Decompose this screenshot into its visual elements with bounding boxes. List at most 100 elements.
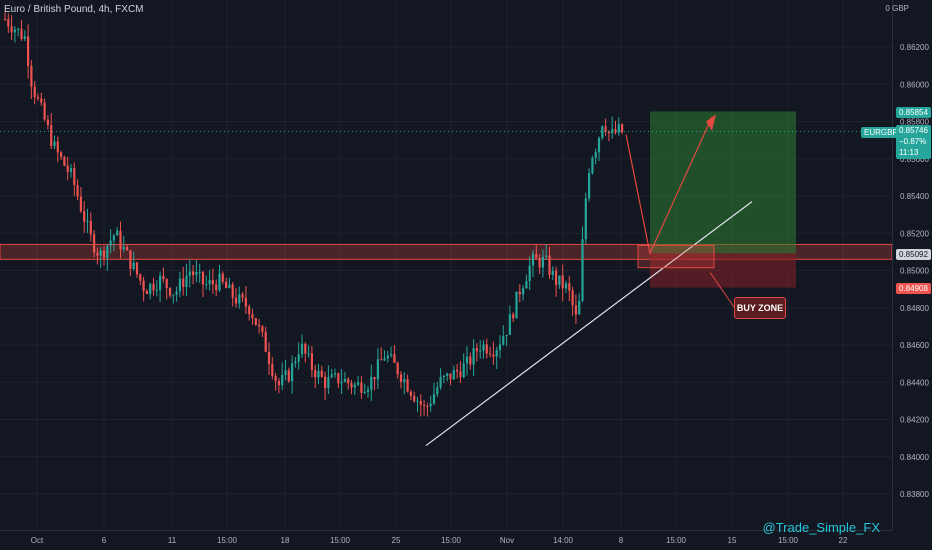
candle-body bbox=[40, 98, 43, 103]
candle-body bbox=[574, 305, 577, 315]
trendline[interactable] bbox=[425, 201, 753, 447]
candle-body bbox=[459, 371, 462, 378]
candle-body bbox=[66, 165, 69, 172]
candle-body bbox=[508, 314, 511, 335]
candle-body bbox=[264, 331, 267, 352]
candle-body bbox=[350, 383, 353, 388]
candle-body bbox=[442, 376, 445, 378]
candle-body bbox=[142, 280, 145, 292]
candle-body bbox=[172, 294, 175, 296]
price-tick-label: 0.85000 bbox=[900, 267, 929, 276]
candle-body bbox=[320, 370, 323, 377]
candle-body bbox=[515, 291, 518, 319]
time-tick-label: 18 bbox=[281, 536, 290, 545]
watermark: @Trade_Simple_FX bbox=[762, 520, 880, 535]
candle-body bbox=[525, 281, 528, 289]
candle-body bbox=[591, 157, 594, 174]
candle-body bbox=[50, 125, 53, 146]
time-tick-label: 8 bbox=[619, 536, 624, 545]
candle-body bbox=[261, 326, 264, 332]
candle-body bbox=[116, 230, 119, 236]
projection-arrow[interactable] bbox=[625, 116, 713, 256]
candle-body bbox=[79, 196, 82, 212]
time-tick-label: 15:00 bbox=[217, 536, 238, 545]
time-tick-label: Nov bbox=[500, 536, 514, 545]
candle-body bbox=[294, 361, 297, 364]
candle-body bbox=[291, 363, 294, 382]
candle-body bbox=[588, 173, 591, 199]
candle-body bbox=[617, 124, 620, 133]
candle-body bbox=[129, 250, 132, 269]
candle-body bbox=[413, 395, 416, 402]
candle-body bbox=[7, 19, 10, 27]
candle-body bbox=[558, 275, 561, 285]
candle-body bbox=[386, 355, 389, 359]
candle-body bbox=[469, 356, 472, 365]
price-tick-label: 0.85800 bbox=[900, 118, 929, 127]
candle-body bbox=[310, 353, 313, 370]
candle-body bbox=[462, 363, 465, 378]
price-tick-label: 0.86000 bbox=[900, 80, 929, 89]
candle-body bbox=[208, 280, 211, 285]
candle-body bbox=[472, 348, 475, 365]
candle-body bbox=[621, 124, 624, 133]
candle-body bbox=[482, 344, 485, 351]
candle-body bbox=[162, 275, 165, 280]
candle-body bbox=[426, 406, 429, 408]
symbol-tag: EURGBP bbox=[861, 127, 901, 138]
candle-body bbox=[330, 374, 333, 378]
candle-body bbox=[119, 230, 122, 250]
candle-body bbox=[406, 379, 409, 392]
price-tick-label: 0.84000 bbox=[900, 453, 929, 462]
currency-label[interactable]: 0 GBP bbox=[885, 4, 909, 13]
bar-countdown: 11:13 bbox=[899, 148, 919, 157]
candle-body bbox=[324, 376, 327, 389]
time-tick-label: 15 bbox=[728, 536, 737, 545]
price-tick-label: 0.86200 bbox=[900, 43, 929, 52]
candle-body bbox=[446, 373, 449, 377]
candle-body bbox=[277, 381, 280, 386]
candle-body bbox=[284, 370, 287, 375]
candle-body bbox=[155, 290, 158, 292]
candle-body bbox=[69, 168, 73, 172]
candle-body bbox=[528, 265, 531, 282]
candle-body bbox=[538, 258, 541, 268]
candle-body bbox=[83, 211, 86, 222]
candle-body bbox=[122, 246, 125, 250]
candle-body bbox=[20, 28, 23, 39]
candle-body bbox=[502, 336, 505, 345]
candle-body bbox=[132, 262, 135, 269]
candle-body bbox=[102, 250, 106, 258]
candle-body bbox=[314, 369, 317, 378]
candle-body bbox=[370, 376, 373, 390]
candle-body bbox=[159, 275, 162, 291]
candle-body bbox=[27, 36, 30, 66]
candle-body bbox=[327, 377, 330, 389]
symbol-header[interactable]: Euro / British Pound, 4h, FXCM bbox=[4, 4, 144, 15]
price-tick-label: 0.84200 bbox=[900, 416, 929, 425]
candle-body bbox=[317, 370, 320, 378]
candle-body bbox=[185, 275, 188, 287]
candle-body bbox=[73, 168, 76, 186]
entry-price-tag: 0.85092 bbox=[896, 249, 931, 260]
candle-body bbox=[175, 291, 178, 295]
candle-body bbox=[221, 273, 224, 282]
price-change: −0.87% bbox=[899, 137, 927, 146]
candle-body bbox=[215, 284, 218, 291]
candle-body bbox=[89, 220, 92, 235]
candle-body bbox=[360, 382, 363, 393]
candle-body bbox=[383, 358, 386, 361]
candle-body bbox=[531, 253, 535, 266]
candle-body bbox=[297, 354, 300, 362]
candle-body bbox=[340, 381, 343, 384]
candle-body bbox=[561, 275, 564, 289]
candle-body bbox=[86, 220, 89, 222]
candle-body bbox=[581, 239, 584, 301]
candle-body bbox=[3, 19, 7, 21]
candle-body bbox=[555, 270, 558, 285]
candle-body bbox=[449, 373, 452, 380]
candle-body bbox=[436, 387, 439, 395]
candle-body bbox=[607, 131, 610, 134]
candle-body bbox=[281, 374, 284, 386]
